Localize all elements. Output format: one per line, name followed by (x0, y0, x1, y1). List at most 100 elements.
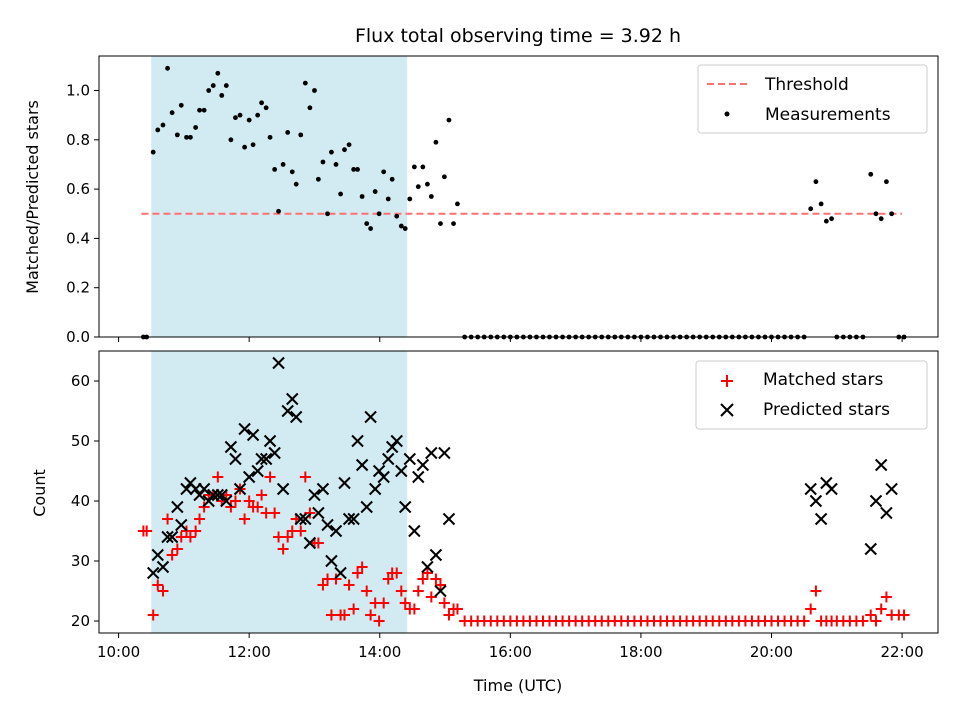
ratio-plot-area (140, 56, 907, 340)
predicted-star-point (211, 488, 225, 502)
y-tick-label: 40 (71, 492, 90, 510)
counts-x-axis: 10:00 12:00 14:00 16:00 18:00 20:00 22:00 (97, 633, 924, 661)
matched-star-point (798, 615, 810, 627)
counts-legend: Matched stars Predicted stars (695, 360, 928, 430)
measurement-point (184, 134, 189, 140)
predicted-star-point (316, 482, 330, 496)
measurement-point (237, 112, 243, 118)
matched-star-point (438, 597, 450, 609)
matched-star-point (229, 495, 241, 507)
matched-star-point (421, 567, 433, 579)
measurement-point (293, 181, 299, 187)
predicted-star-point (151, 548, 164, 562)
predicted-legend-label: Predicted stars (763, 400, 890, 420)
x-axis-label: Time (UTC) (473, 676, 562, 695)
predicted-star-point (382, 452, 395, 466)
measurement-point (169, 110, 175, 116)
predicted-star-point (215, 488, 228, 502)
matched-star-point (373, 615, 385, 627)
predicted-star-point (272, 356, 285, 370)
measurement-point (884, 179, 889, 185)
matched-star-point (880, 591, 892, 603)
predicted-star-point (368, 482, 382, 496)
matched-star-point (277, 543, 289, 555)
measurement-point (342, 147, 347, 153)
measurement-point (255, 112, 261, 118)
threshold-legend-label: Threshold (764, 75, 849, 95)
matched-star-point (365, 609, 377, 621)
predicted-star-point (364, 410, 377, 424)
predicted-star-point (165, 530, 179, 544)
matched-star-point (805, 603, 817, 615)
measurement-point (246, 117, 252, 123)
predicted-star-point (268, 446, 281, 460)
y-tick-label: 0.4 (66, 229, 90, 247)
predicted-star-point (289, 410, 303, 424)
x-tick-label: 22:00 (880, 643, 923, 661)
counts-y-axis-label: Count (30, 469, 49, 517)
measurement-point (868, 171, 874, 177)
measurement-point (338, 191, 343, 197)
predicted-star-point (329, 524, 343, 538)
matched-star-point (312, 537, 324, 549)
predicted-star-point (399, 500, 412, 514)
predicted-star-point (220, 494, 233, 508)
predicted-star-point (294, 512, 307, 526)
measurement-point (210, 83, 216, 88)
measurement-point (197, 107, 202, 113)
measurement-point (267, 134, 273, 140)
measurement-point (368, 226, 374, 231)
ratio-y-axis-label: Matched/Predicted stars (23, 100, 42, 294)
x-tick-label: 12:00 (228, 643, 271, 661)
predicted-star-point (276, 482, 290, 496)
predicted-star-point (351, 434, 364, 448)
measurement-point (178, 102, 184, 108)
matched-star-point (299, 471, 311, 483)
matched-star-point (382, 573, 394, 585)
matched-star-point (391, 567, 403, 579)
predicted-star-point (338, 476, 351, 490)
measurement-point (193, 125, 199, 130)
predicted-star-point (229, 452, 242, 466)
predicted-star-point (175, 518, 188, 532)
predicted-star-point (814, 512, 828, 526)
ratio-panel-frame (98, 55, 939, 338)
matched-star-point (857, 615, 869, 627)
measurement-point (276, 208, 281, 214)
counts-legend-box (695, 360, 928, 430)
predicted-star-point (251, 464, 264, 478)
measurement-point (813, 179, 819, 185)
predicted-star-point (874, 458, 888, 472)
matched-star-point (256, 489, 268, 501)
x-tick-label: 18:00 (619, 643, 662, 661)
predicted-star-point (442, 512, 456, 526)
measurement-point (420, 164, 426, 170)
measurement-point (346, 142, 352, 148)
predicted-star-point (303, 536, 317, 550)
ratio-panel: 0.0 0.2 0.4 0.6 0.8 1.0 Matched/Predicted sta… (23, 55, 939, 346)
measurement-point (355, 166, 360, 172)
matched-star-point (399, 597, 411, 609)
measurement-point (823, 218, 829, 224)
counts-y-axis: 20 30 40 50 60 (71, 372, 99, 630)
measurement-point (315, 176, 321, 182)
predicted-star-point (390, 434, 403, 448)
predicted-star-point (146, 566, 160, 580)
matched-star-point (264, 471, 276, 483)
matched-star-point (343, 579, 355, 591)
measurement-point (385, 196, 391, 202)
matched-star-point (141, 525, 153, 537)
x-tick-label: 14:00 (358, 643, 401, 661)
ratio-y-axis: 0.0 0.2 0.4 0.6 0.8 1.0 (66, 82, 99, 346)
matched-star-point (282, 531, 294, 543)
measurement-point (250, 142, 256, 148)
predicted-star-point (334, 566, 347, 580)
matched-star-point (225, 501, 237, 513)
observing-window-span (151, 56, 408, 337)
measurement-point (333, 162, 339, 167)
measurement-point (285, 130, 291, 135)
measurement-point (407, 196, 413, 202)
predicted-star-point (429, 548, 443, 562)
measurement-point (150, 149, 156, 155)
matched-star-point (317, 579, 329, 591)
